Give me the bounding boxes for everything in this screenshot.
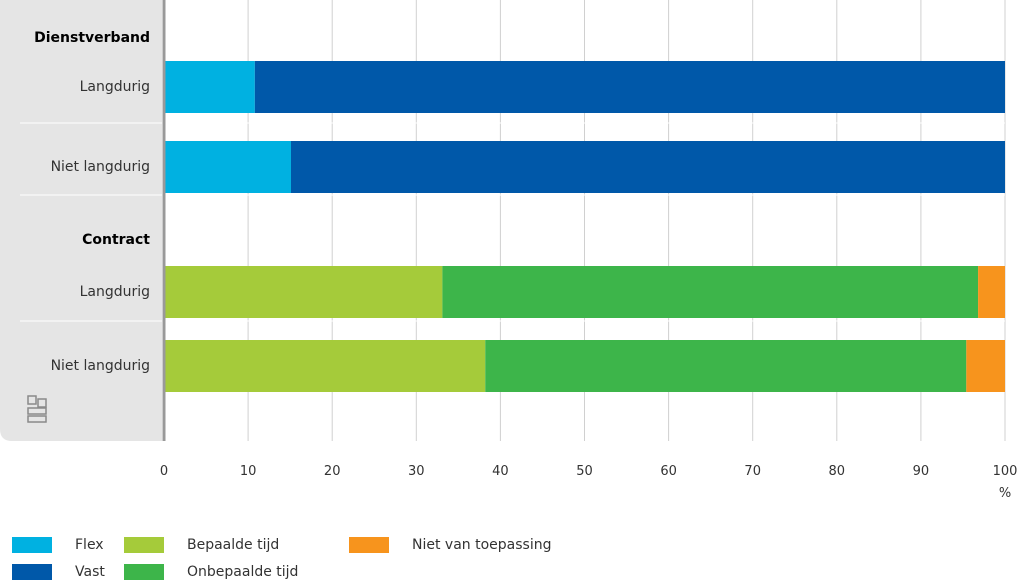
x-tick-label: 90 [913,464,930,479]
bar-segment-onbepaalde-tijd [485,340,967,392]
x-tick-label: 30 [408,464,425,479]
x-tick-label: 0 [160,464,168,479]
x-tick-label: 100 [993,464,1018,479]
x-tick-label: 60 [660,464,677,479]
row-label-contract-langdurig: Langdurig [80,284,150,300]
bar-segment-vast [290,141,1006,193]
row-label-dienstverband-niet-langdurig: Niet langdurig [51,159,150,175]
group-label-dienstverband: Dienstverband [34,30,150,46]
bar-segment-flex [164,61,255,113]
row-label-dienstverband-langdurig: Langdurig [80,79,150,95]
bar-segment-bepaalde-tijd [164,340,486,392]
x-tick-label: 80 [829,464,846,479]
row-label-contract-niet-langdurig: Niet langdurig [51,358,150,374]
x-tick-label: 50 [576,464,593,479]
x-tick-label: 70 [744,464,761,479]
label-panel-background [0,0,162,441]
bar-segment-bepaalde-tijd [164,266,443,318]
x-tick-label: 10 [240,464,257,479]
bar-segment-niet-van-toepassing [978,266,1005,318]
bar-segment-vast [254,61,1005,113]
x-axis-unit: % [999,486,1011,501]
bar-segment-niet-van-toepassing [966,340,1005,392]
group-label-contract: Contract [82,232,150,248]
cbs-logo-icon [27,395,47,423]
bar-segment-onbepaalde-tijd [442,266,979,318]
x-tick-label: 40 [492,464,509,479]
bar-segment-flex [164,141,291,193]
x-tick-label: 20 [324,464,341,479]
